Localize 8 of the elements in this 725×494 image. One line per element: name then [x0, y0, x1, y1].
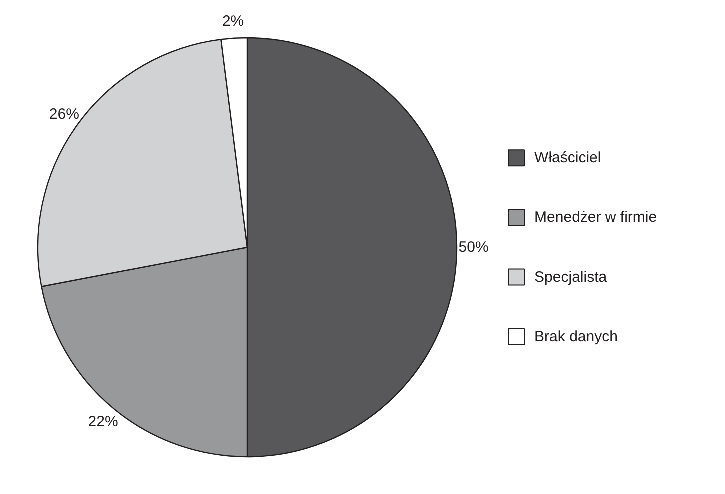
data-label: 22% — [88, 413, 118, 430]
legend-label: Specjalista — [534, 268, 608, 286]
data-label: 50% — [458, 239, 489, 256]
legend-label: Właściciel — [534, 150, 602, 167]
data-label: 26% — [49, 106, 80, 123]
legend-label: Menedżer w firmie — [534, 209, 658, 226]
legend-label: Brak danych — [534, 328, 618, 346]
data-label: 2% — [222, 13, 244, 30]
